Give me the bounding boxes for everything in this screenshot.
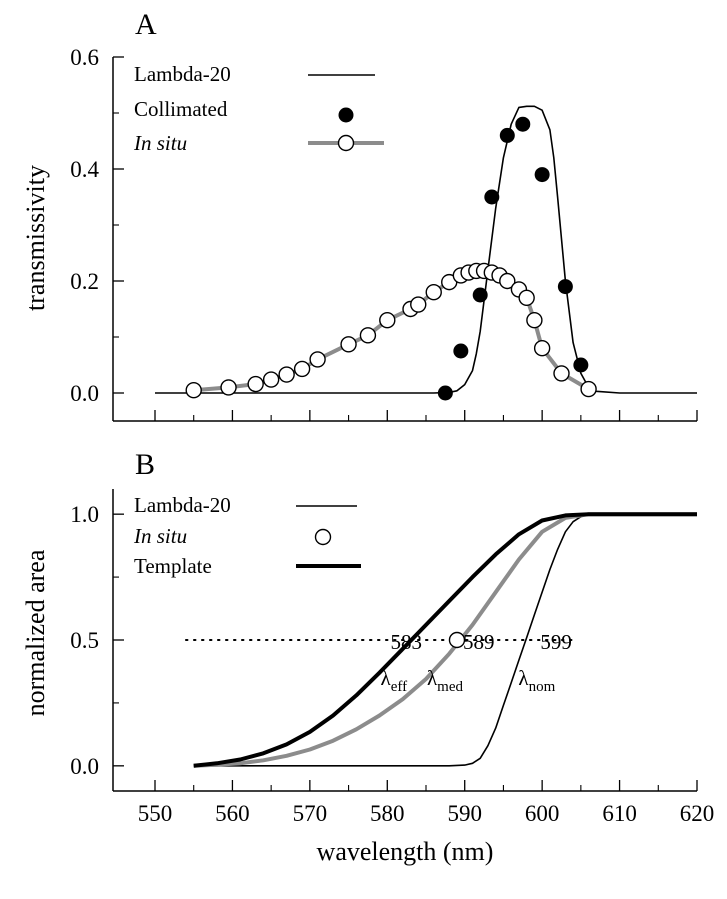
annotation-subscript-eff: eff — [391, 679, 407, 695]
panel-a-series-in-situ-point-1 — [220, 379, 237, 396]
annotation-subscript-med: med — [437, 679, 463, 695]
panel-a-ytick-label-0-2: 0.2 — [70, 269, 99, 294]
panel-a-series-in-situ-point-8 — [359, 327, 377, 344]
panel-a-series-in-situ-point-12 — [425, 284, 442, 301]
legend-a-swatch-insitu-marker — [337, 134, 355, 152]
x-tick-label-600: 600 — [525, 801, 560, 826]
panel-a-series-collimated-point-1 — [453, 343, 469, 359]
legend-a-label-lambda20: Lambda-20 — [134, 62, 231, 86]
panel-a-series-collimated-point-6 — [534, 167, 550, 183]
panel-a-series-collimated-point-8 — [573, 357, 589, 373]
x-tick-label-550: 550 — [138, 801, 173, 826]
median-marker-point — [448, 631, 466, 649]
legend-b-label-lambda20: Lambda-20 — [134, 493, 231, 517]
panel-a-letter: A — [135, 8, 157, 41]
panel-b-series-template-line — [193, 512, 697, 768]
panel-a-ytick-label-0-0: 0.0 — [70, 381, 99, 406]
legend-a-swatch-collimated — [338, 107, 354, 123]
panel-a-series-collimated-point-2 — [472, 287, 488, 303]
annotation-value-eff: 583 — [391, 630, 423, 654]
panel-a-y-ticks: 0.0 0.2 0.4 0.6 — [70, 45, 124, 406]
panel-a-series-in-situ-point-24 — [533, 340, 551, 357]
panel-b: B normalized area wavelength (nm) 550 560… — [21, 448, 714, 866]
panel-b-series — [193, 512, 697, 768]
panel-b-x-ticks: 550 560 570 580 590 600 610 620 — [138, 780, 715, 826]
annotation-lambda-nom: λnom — [518, 666, 555, 695]
x-tick-label-570: 570 — [293, 801, 328, 826]
panel-b-annotations: 583 λeff 589 λmed 599 λnom — [184, 630, 575, 695]
legend-a-label-collimated: Collimated — [134, 97, 228, 121]
annotation-lambda-eff: λeff — [381, 666, 408, 695]
annotation-value-med: 589 — [463, 630, 495, 654]
x-tick-label-580: 580 — [370, 801, 405, 826]
panel-a-series-in-situ-point-25 — [553, 365, 570, 382]
panel-a: A transmissivity 0.0 0.2 0.4 0.6 Lambda-20 … — [21, 8, 698, 422]
legend-b-swatch-insitu — [314, 528, 332, 546]
legend-b-label-template: Template — [134, 554, 212, 578]
panel-a-series-in-situ-point-26 — [580, 380, 597, 398]
panel-a-series-collimated-point-5 — [515, 116, 531, 132]
panel-b-ytick-label-0-5: 0.5 — [70, 628, 99, 653]
panel-b-y-ticks: 0.0 0.5 1.0 — [70, 502, 124, 779]
panel-b-ylabel: normalized area — [21, 549, 50, 716]
annotation-subscript-nom: nom — [529, 679, 556, 695]
panel-a-series — [155, 105, 697, 401]
panel-a-ylabel: transmissivity — [21, 165, 50, 311]
panel-b-series-lambda-20-line — [193, 513, 697, 767]
legend-a-label-insitu: In situ — [133, 131, 187, 155]
panel-a-series-collimated-point-0 — [437, 385, 453, 401]
panel-a-series-in-situ-point-23 — [526, 312, 543, 329]
panel-a-ytick-label-0-4: 0.4 — [70, 157, 99, 182]
x-tick-label-620: 620 — [680, 801, 715, 826]
panel-a-series-in-situ-point-20 — [499, 272, 516, 290]
panel-a-series-collimated-point-3 — [484, 189, 500, 205]
panel-a-series-in-situ-point-11 — [410, 296, 427, 313]
panel-b-letter: B — [135, 448, 155, 481]
panel-b-ytick-label-0-0: 0.0 — [70, 754, 99, 779]
panel-b-legend: Lambda-20 In situ Template — [133, 493, 361, 578]
panel-a-series-lambda-20-line — [155, 105, 697, 394]
panel-a-series-in-situ-point-3 — [262, 371, 280, 388]
panel-a-series-collimated-point-4 — [499, 127, 515, 143]
panel-b-ytick-label-1-0: 1.0 — [70, 502, 99, 527]
panel-a-series-in-situ-point-22 — [518, 289, 535, 306]
panel-a-legend: Lambda-20 Collimated In situ — [133, 62, 384, 155]
legend-b-label-insitu: In situ — [133, 524, 187, 548]
panel-a-series-in-situ-point-4 — [278, 366, 295, 383]
x-tick-label-610: 610 — [602, 801, 637, 826]
panel-a-series-in-situ-point-7 — [340, 336, 357, 353]
panel-b-series-in-situ-line — [193, 512, 697, 768]
panel-a-ytick-label-0-6: 0.6 — [70, 45, 99, 70]
panel-a-series-in-situ-point-9 — [379, 312, 396, 329]
panel-a-series-in-situ-point-2 — [247, 375, 264, 393]
panel-b-xlabel: wavelength (nm) — [317, 837, 494, 866]
annotation-lambda-med: λmed — [427, 666, 464, 695]
panel-a-x-ticks — [154, 410, 698, 421]
panel-a-series-collimated-point-7 — [557, 279, 573, 295]
panel-a-series-in-situ-point-6 — [309, 351, 326, 368]
panel-a-series-in-situ-line — [193, 268, 590, 393]
x-tick-label-590: 590 — [447, 801, 482, 826]
panel-a-series-in-situ-point-0 — [185, 382, 202, 399]
panel-a-series-in-situ-point-5 — [293, 360, 311, 378]
x-tick-label-560: 560 — [215, 801, 250, 826]
annotation-value-nom: 599 — [540, 630, 572, 654]
